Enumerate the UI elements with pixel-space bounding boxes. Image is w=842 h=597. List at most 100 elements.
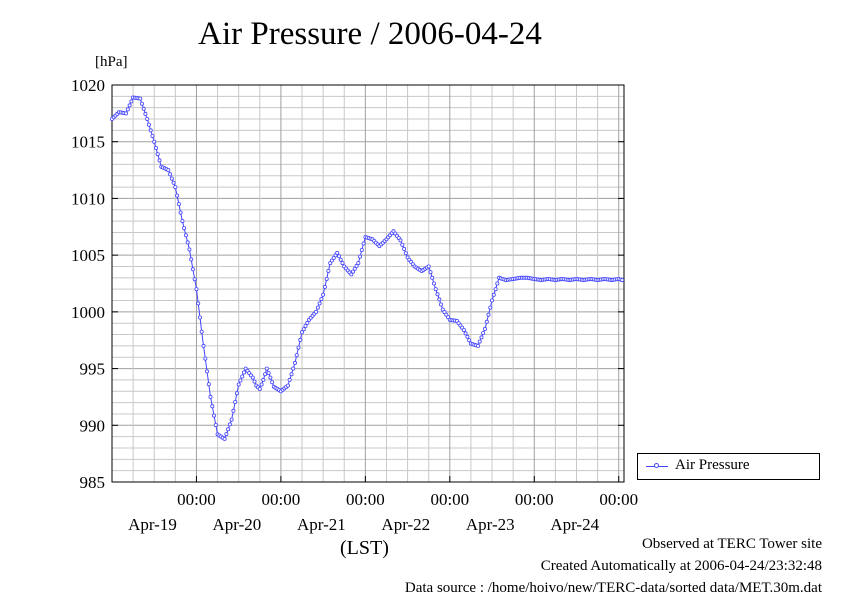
data-point — [241, 370, 246, 375]
x-tick-time-label: 00:00 — [599, 490, 638, 509]
data-point — [484, 319, 489, 324]
data-point — [194, 287, 199, 292]
data-point — [268, 375, 273, 380]
data-point — [431, 281, 436, 286]
data-point — [183, 233, 188, 238]
data-point — [199, 329, 204, 334]
data-point — [187, 247, 192, 252]
data-point — [152, 139, 157, 144]
data-point — [182, 226, 187, 231]
data-point — [222, 436, 227, 441]
data-point — [296, 345, 301, 350]
data-point — [153, 145, 158, 150]
data-point — [263, 372, 268, 377]
data-point — [233, 399, 238, 404]
footer-observed: Observed at TERC Tower site — [641, 536, 822, 552]
data-point — [201, 343, 206, 348]
data-point — [231, 408, 236, 413]
data-point — [157, 158, 162, 163]
data-point — [189, 257, 194, 262]
data-point — [204, 369, 209, 374]
y-tick-label: 1000 — [71, 303, 105, 322]
data-point — [321, 292, 326, 297]
data-point — [442, 310, 447, 315]
data-point — [196, 301, 201, 306]
data-point — [475, 343, 480, 348]
data-point — [234, 391, 239, 396]
data-point — [203, 356, 208, 361]
data-point — [340, 261, 345, 266]
data-point — [482, 326, 487, 331]
data-point — [400, 242, 405, 247]
data-point — [171, 180, 176, 185]
data-point — [192, 277, 197, 282]
data-point — [349, 272, 354, 277]
x-tick-time-label: 00:00 — [515, 490, 554, 509]
data-point — [298, 337, 303, 342]
data-point — [224, 432, 229, 437]
data-point — [481, 331, 486, 336]
data-point — [250, 375, 255, 380]
data-point — [305, 320, 310, 325]
data-point — [361, 241, 366, 246]
data-point — [155, 152, 160, 157]
data-point — [238, 378, 243, 383]
data-point — [319, 297, 324, 302]
y-tick-label: 990 — [80, 416, 106, 435]
data-point — [486, 312, 491, 317]
data-point — [292, 360, 297, 365]
data-point — [261, 377, 266, 382]
data-point — [289, 372, 294, 377]
data-point — [143, 111, 148, 116]
data-point — [236, 382, 241, 387]
series-line-air-pressure — [111, 96, 623, 440]
data-point — [336, 254, 341, 259]
data-point — [252, 379, 257, 384]
data-point — [403, 251, 408, 256]
data-point — [465, 334, 470, 339]
data-point — [139, 101, 144, 106]
data-point — [138, 96, 143, 101]
data-point — [124, 111, 129, 116]
x-tick-time-label: 00:00 — [346, 490, 385, 509]
data-point — [125, 107, 130, 112]
data-point — [433, 287, 438, 292]
data-point — [294, 353, 299, 358]
data-point — [402, 246, 407, 251]
data-point — [148, 128, 153, 133]
data-point — [169, 176, 174, 181]
data-point — [173, 185, 178, 190]
legend: Air Pressure — [637, 453, 820, 480]
data-point — [264, 366, 269, 371]
data-point — [358, 254, 363, 259]
data-point — [467, 338, 472, 343]
data-point — [270, 380, 275, 385]
y-tick-label: 1015 — [71, 133, 105, 152]
data-point — [257, 386, 262, 391]
data-point — [491, 292, 496, 297]
data-point — [178, 210, 183, 215]
data-point — [211, 413, 216, 418]
x-tick-time-label: 00:00 — [430, 490, 469, 509]
x-tick-time-label: 00:00 — [177, 490, 216, 509]
legend-dot-marker — [654, 463, 659, 468]
x-tick-time-label: 00:00 — [262, 490, 301, 509]
y-axis-unit-label: [hPa] — [95, 54, 128, 70]
data-point — [301, 327, 306, 332]
data-point — [479, 335, 484, 340]
data-point — [356, 261, 361, 266]
data-point — [213, 422, 218, 427]
data-point — [437, 297, 442, 302]
data-point — [303, 323, 308, 328]
data-point — [190, 267, 195, 272]
chart-title: Air Pressure / 2006-04-24 — [198, 16, 542, 52]
y-tick-label: 1020 — [71, 76, 105, 95]
data-point — [168, 172, 173, 177]
data-point — [141, 106, 146, 111]
data-point — [495, 281, 500, 286]
data-point — [176, 202, 181, 207]
data-point — [150, 133, 155, 138]
x-tick-date-label: Apr-22 — [381, 515, 430, 534]
data-point — [314, 309, 319, 314]
